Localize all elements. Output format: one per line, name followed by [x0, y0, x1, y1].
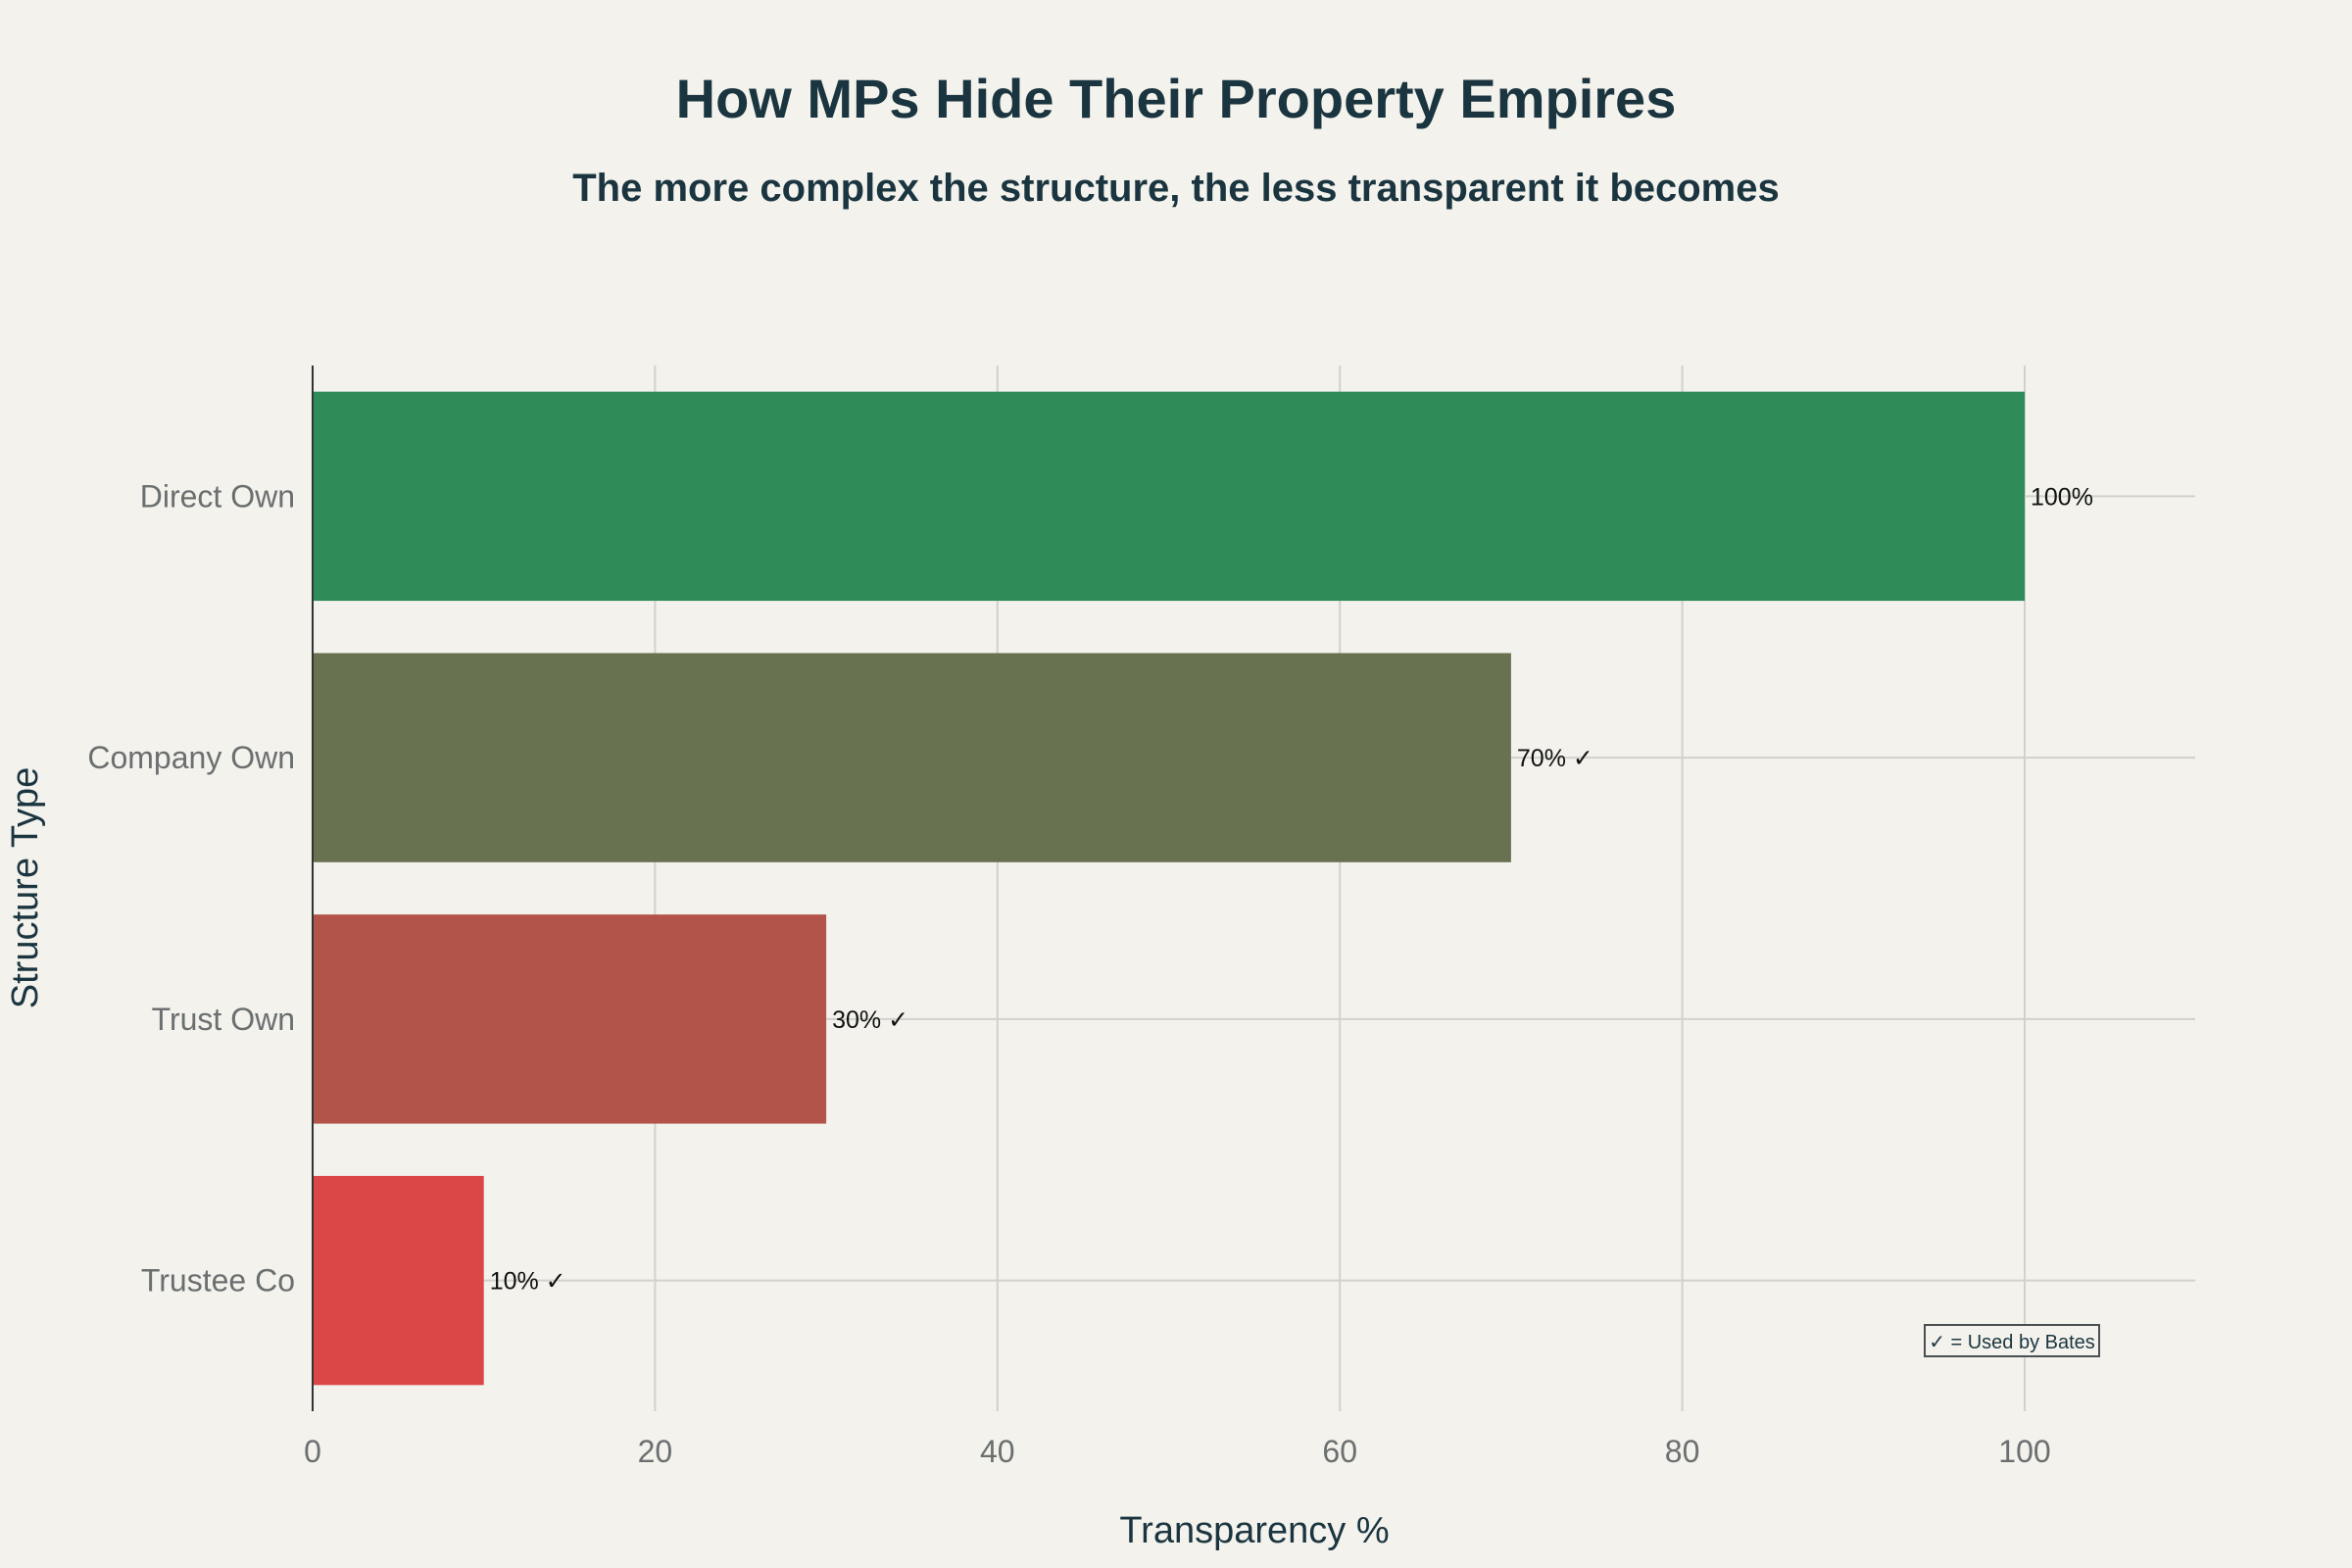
bar-data-label: 30% ✓: [832, 1006, 908, 1034]
y-tick-label: Direct Own: [140, 478, 295, 514]
x-axis-title: Transparency %: [1119, 1510, 1389, 1551]
legend-note: ✓ = Used by Bates: [1924, 1324, 2100, 1357]
legend-text: ✓ = Used by Bates: [1929, 1332, 2095, 1353]
bar-data-label: 70% ✓: [1517, 745, 1593, 772]
x-tick-label: 80: [1665, 1434, 1700, 1469]
bar-trustee-co: [313, 1175, 484, 1386]
x-tick-label: 100: [1998, 1434, 2050, 1469]
x-tick-label: 20: [638, 1434, 673, 1469]
x-tick-label: 40: [980, 1434, 1015, 1469]
x-tick-label: 0: [304, 1434, 321, 1469]
bars: [313, 391, 2025, 1386]
bar-data-label: 10% ✓: [490, 1268, 566, 1296]
bar-direct-own: [313, 391, 2025, 602]
y-tick-label: Trust Own: [152, 1002, 295, 1037]
bar-data-label: 100%: [2031, 483, 2093, 511]
bar-company-own: [313, 653, 1511, 862]
data-labels: 100% 70% ✓ 30% ✓ 10% ✓: [490, 483, 2093, 1295]
y-axis-title: Structure Type: [5, 767, 46, 1008]
legend-box: [1924, 1324, 2100, 1357]
x-tick-label: 60: [1322, 1434, 1357, 1469]
bar-trust-own: [313, 914, 827, 1124]
y-tick-label: Company Own: [87, 740, 295, 775]
y-tick-label: Trustee Co: [141, 1263, 295, 1298]
axes: 0 20 40 60 80 100 Direct Own Company Own Trust O…: [87, 366, 2051, 1469]
chart-title: How MPs Hide Their Property Empires: [676, 68, 1677, 129]
chart-subtitle: The more complex the structure, the less…: [572, 167, 1779, 210]
